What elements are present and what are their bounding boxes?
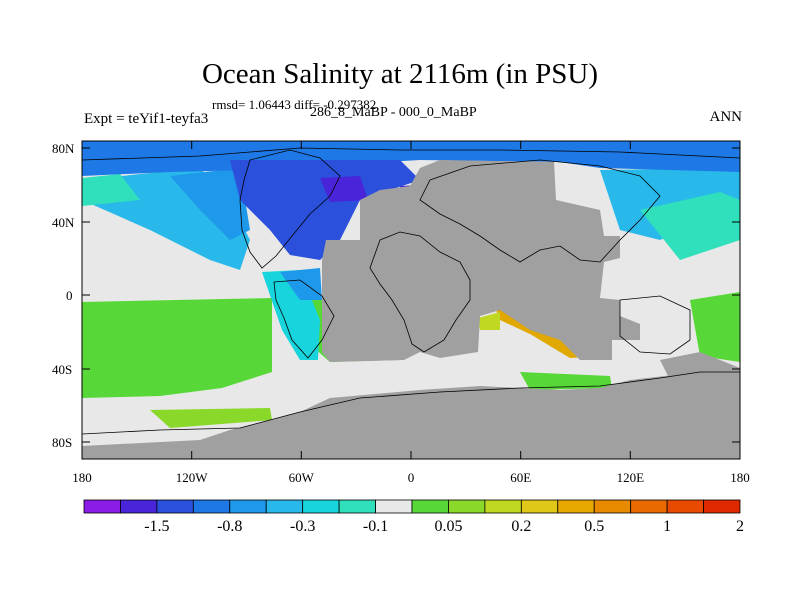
colorbar-swatch bbox=[302, 499, 340, 514]
colorbar-swatch bbox=[630, 499, 668, 514]
lon-tick-180w: 180 bbox=[72, 470, 92, 485]
coastline-arctic bbox=[82, 147, 740, 161]
colorbar-swatch bbox=[484, 499, 522, 514]
stats-subtitle: rmsd= 1.06443 diff= -0.297382 bbox=[212, 97, 377, 112]
colorbar-label: -0.1 bbox=[362, 518, 389, 535]
colorbar-label: 0.05 bbox=[434, 518, 463, 535]
atlantic-boundary-blue bbox=[280, 268, 322, 300]
lat-tick-80n: 80N bbox=[52, 141, 75, 156]
colorbar-swatch bbox=[557, 499, 595, 514]
pacific-south-positive bbox=[82, 298, 272, 398]
north-atlantic-blue bbox=[230, 160, 420, 260]
colorbar-label: 0.2 bbox=[511, 518, 532, 535]
coastline-africa bbox=[369, 231, 471, 353]
lat-tick-40s: 40S bbox=[52, 362, 73, 377]
colorbar-swatch bbox=[338, 499, 376, 514]
coastlines bbox=[82, 147, 740, 435]
period-label: 286_8_MaBP - 000_0_MaBP bbox=[310, 105, 477, 120]
land-east-antarctica-step bbox=[660, 352, 740, 400]
experiment-label: Expt = teYif1-teyfa3 bbox=[84, 111, 209, 127]
lat-tick-0: 0 bbox=[66, 288, 73, 303]
colorbar-label: 2 bbox=[736, 518, 744, 535]
lat-tick-40n: 40N bbox=[52, 215, 75, 230]
colorbar-swatch bbox=[156, 499, 194, 514]
land-americas-europe-africa bbox=[322, 160, 640, 362]
colorbar-swatch bbox=[448, 499, 486, 514]
lon-tick-0: 0 bbox=[407, 470, 415, 485]
east-pacific-positive bbox=[690, 292, 740, 362]
season-label: ANN bbox=[709, 109, 743, 125]
colorbar-swatch bbox=[593, 499, 632, 514]
coastline-south-america bbox=[273, 279, 335, 359]
west-pacific-cyan bbox=[640, 192, 740, 260]
colorbar-label: -0.3 bbox=[289, 518, 316, 535]
north-atlantic-deep bbox=[320, 176, 368, 202]
land-antarctica bbox=[82, 370, 740, 459]
colorbar-swatch bbox=[703, 499, 741, 514]
coastline-antarctica bbox=[82, 371, 740, 435]
lon-tick-120e: 120E bbox=[616, 470, 645, 485]
southern-band-positive bbox=[150, 408, 272, 428]
coastline-eurasia bbox=[419, 159, 661, 263]
map-field bbox=[82, 141, 740, 459]
colorbar-label: 1 bbox=[663, 518, 672, 535]
coastline-australia bbox=[619, 295, 691, 355]
axis-ticks bbox=[81, 141, 741, 459]
map-title: Ocean Salinity at 2116m (in PSU) bbox=[201, 58, 599, 90]
colorbar-swatch bbox=[411, 499, 449, 514]
colorbar-label: 0.5 bbox=[584, 518, 605, 535]
north-pacific-deep bbox=[170, 168, 250, 240]
colorbar-label: -0.8 bbox=[217, 518, 243, 535]
colorbar-swatch bbox=[192, 499, 231, 514]
colorbar-swatch bbox=[375, 499, 413, 514]
lat-tick-80s: 80S bbox=[52, 435, 73, 450]
colorbar-label: -1.5 bbox=[144, 518, 170, 535]
coastline-north-america bbox=[239, 149, 341, 269]
colorbar-swatch bbox=[666, 499, 704, 514]
colorbar-swatch bbox=[83, 499, 121, 514]
colorbar-swatch bbox=[120, 499, 158, 514]
indian-ocean-yellow bbox=[478, 312, 500, 330]
lon-tick-120w: 120W bbox=[175, 470, 208, 485]
lon-tick-60w: 60W bbox=[288, 470, 314, 485]
colorbar-swatch bbox=[229, 499, 267, 514]
indian-south-positive bbox=[520, 372, 612, 390]
colorbar bbox=[83, 499, 741, 514]
lon-tick-180e: 180 bbox=[730, 470, 750, 485]
colorbar-swatch bbox=[520, 499, 559, 514]
colorbar-swatch bbox=[265, 499, 304, 514]
north-pacific-cyan bbox=[82, 174, 140, 206]
lon-tick-60e: 60E bbox=[510, 470, 532, 485]
